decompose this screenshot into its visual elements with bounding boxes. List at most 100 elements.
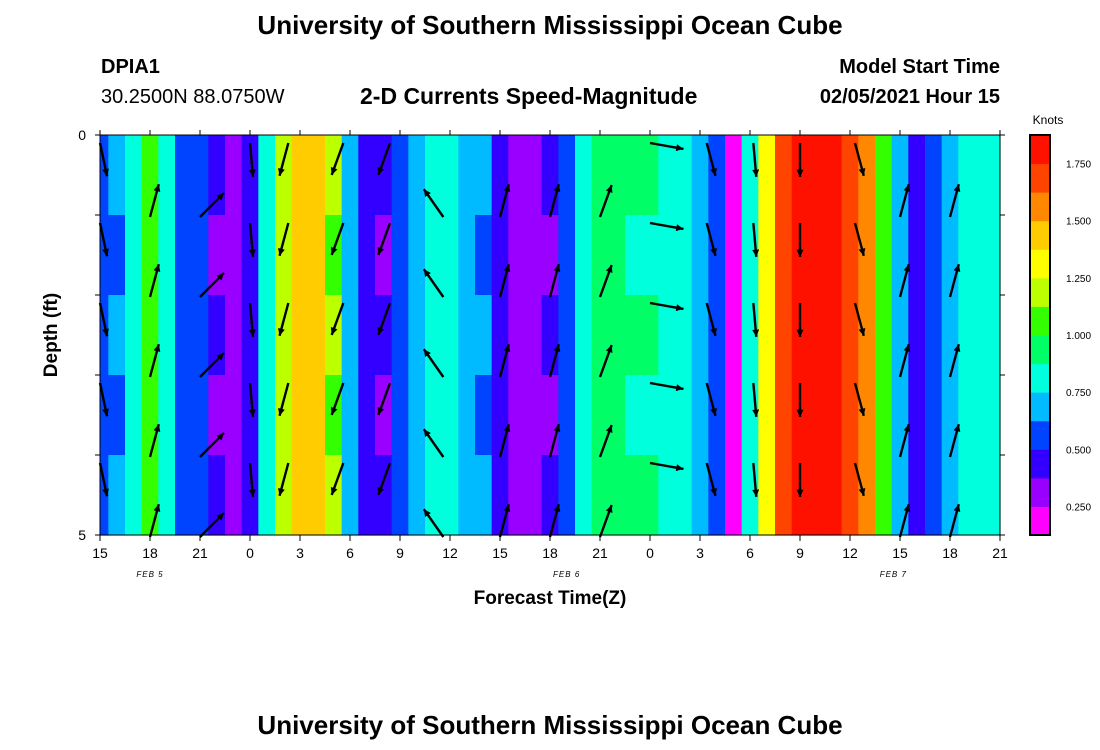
arrow-head	[710, 487, 717, 496]
heatmap-cell	[841, 455, 859, 536]
heatmap-cell	[875, 375, 893, 456]
heatmap-cell	[725, 135, 743, 216]
current-arrow	[898, 423, 911, 458]
heatmap-cell	[891, 295, 909, 376]
x-tick-label: 9	[796, 545, 804, 561]
heatmap-cell	[125, 375, 143, 456]
heatmap-cell	[308, 215, 326, 296]
arrow-head	[752, 409, 760, 417]
heatmap-cell	[208, 375, 226, 456]
y-tick-label: 0	[78, 127, 86, 143]
heatmap-cell	[975, 295, 993, 376]
current-arrow	[898, 183, 911, 218]
heatmap-cell	[458, 295, 476, 376]
heatmap-cell	[808, 135, 826, 216]
current-arrow	[796, 303, 804, 337]
heatmap-cell	[408, 215, 426, 296]
heatmap-cell	[641, 455, 659, 536]
heatmap-cell	[658, 135, 676, 216]
heatmap-cell	[108, 455, 126, 536]
current-arrow	[98, 142, 109, 177]
heatmap-cell	[375, 375, 393, 456]
current-arrow	[796, 383, 804, 417]
current-arrow	[498, 423, 511, 458]
heatmap-cell	[525, 375, 543, 456]
heatmap-cell	[925, 455, 943, 536]
colorbar: Knots 1.750 1.500 1.250 1.000 0.750 0.500 0.250	[1029, 113, 1091, 536]
current-arrow	[148, 503, 161, 538]
heatmap-cell	[891, 215, 909, 296]
current-arrow	[498, 343, 511, 378]
current-arrow	[278, 222, 290, 257]
arrow-head	[248, 329, 256, 337]
heatmap-cell	[100, 295, 109, 376]
heatmap-cell	[775, 215, 793, 296]
x-tick-label: 18	[942, 545, 958, 561]
heatmap-cell	[591, 295, 609, 376]
x-tick-label: 12	[842, 545, 858, 561]
arrow-head	[710, 167, 717, 176]
arrow-head	[903, 184, 911, 193]
current-arrow	[377, 142, 392, 176]
date-label: FEB 5	[136, 570, 163, 579]
heatmap-cell	[325, 375, 343, 456]
heatmap-cell	[925, 135, 943, 216]
arrow-head	[102, 248, 109, 257]
current-arrow	[377, 222, 392, 256]
current-arrow	[248, 382, 256, 417]
heatmap-cell	[691, 135, 709, 216]
heatmap-cell	[958, 375, 976, 456]
heatmap-cell	[341, 135, 359, 216]
arrow-head	[102, 168, 109, 177]
heatmap-cell	[991, 295, 1001, 376]
current-arrow	[422, 188, 445, 218]
current-arrow	[330, 222, 345, 256]
heatmap-cell	[100, 215, 109, 296]
current-arrow	[330, 142, 345, 176]
arrow-head	[752, 169, 760, 177]
heatmap-cell	[691, 215, 709, 296]
current-arrow	[853, 142, 866, 177]
heatmap-cell	[325, 215, 343, 296]
arrow-head	[605, 185, 613, 194]
arrow-head	[330, 326, 338, 335]
heatmap-cell	[358, 455, 376, 536]
current-arrow	[98, 382, 109, 417]
heatmap-cell	[608, 135, 626, 216]
heatmap-cell	[541, 135, 559, 216]
arrow-head	[102, 328, 109, 337]
heatmap-cell	[508, 215, 526, 296]
heatmap-cell	[758, 135, 776, 216]
heatmap-cell	[775, 375, 793, 456]
heatmap-cell	[191, 455, 209, 536]
date-label: FEB 6	[553, 570, 580, 579]
arrow-head	[953, 184, 961, 193]
arrow-head	[903, 424, 911, 433]
heatmap-cell	[758, 375, 776, 456]
arrow-head	[553, 264, 561, 273]
heatmap-cell	[525, 135, 543, 216]
arrow-head	[330, 246, 338, 255]
heatmap-cell	[825, 215, 843, 296]
arrow-head	[503, 184, 511, 193]
heatmap-cell	[575, 215, 593, 296]
arrow-head	[423, 509, 431, 518]
heatmap-cell	[558, 375, 576, 456]
heatmap-cell	[391, 215, 409, 296]
heatmap-cell	[725, 455, 743, 536]
heatmap-cell	[508, 135, 526, 216]
heatmap-cell	[258, 295, 276, 376]
heatmap-layer	[100, 135, 1001, 536]
heatmap-cell	[608, 375, 626, 456]
heatmap-cell	[275, 135, 293, 216]
arrow-head	[796, 409, 804, 417]
heatmap-cell	[908, 455, 926, 536]
current-arrow	[248, 302, 256, 337]
arrow-head	[278, 407, 285, 416]
station-location: 30.2500N 88.0750W	[101, 86, 285, 108]
heatmap-cell	[175, 455, 193, 536]
heatmap-cell	[941, 215, 959, 296]
heatmap-cell	[525, 455, 543, 536]
x-tick-label: 12	[442, 545, 458, 561]
heatmap-cell	[241, 455, 259, 536]
